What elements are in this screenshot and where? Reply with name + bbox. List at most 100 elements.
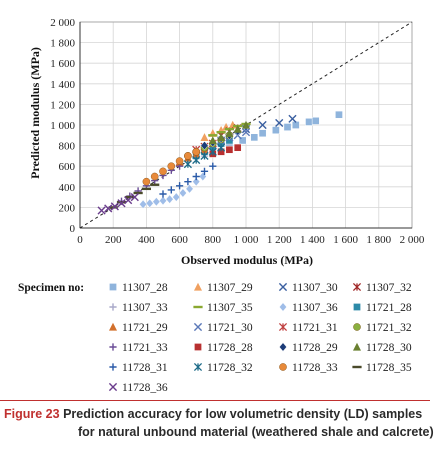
data-point: [200, 151, 209, 160]
data-point: [200, 133, 209, 141]
y-tick-label: 1 000: [50, 120, 75, 132]
data-point: [133, 191, 143, 195]
legend-label: 11721_32: [366, 322, 412, 334]
data-point: [175, 157, 184, 165]
x-tick-label: 0: [77, 234, 83, 246]
legend-label: 11728_36: [122, 382, 168, 394]
data-point: [167, 186, 175, 194]
series-11307_36: [139, 171, 207, 209]
caption-line-2: for natural unbound material (weathered …: [78, 424, 434, 441]
legend-marker: [193, 305, 203, 309]
legend: Specimen no: 11307_28 11307_29 11307_30 113…: [18, 282, 412, 394]
legend-marker: [193, 362, 203, 372]
series-11728_30: [208, 120, 250, 145]
one-to-one-line: [79, 21, 413, 229]
x-tick-label: 200: [105, 234, 122, 246]
legend-title: Specimen no:: [18, 282, 84, 294]
data-point: [192, 147, 200, 156]
data-point: [198, 171, 207, 182]
figure-label: Figure 23: [4, 407, 60, 421]
caption-rule: [0, 400, 430, 401]
data-point: [159, 196, 167, 206]
data-point: [258, 129, 267, 138]
legend-marker: [109, 343, 117, 351]
legend-label: 11307_33: [122, 302, 168, 314]
legend-marker: [353, 303, 361, 311]
data-point: [130, 193, 139, 202]
y-tick-label: 1 800: [50, 38, 75, 50]
x-tick-label: 1 000: [234, 234, 259, 246]
data-point: [139, 199, 147, 209]
data-point: [117, 199, 126, 208]
y-tick-label: 0: [70, 223, 76, 235]
data-point: [142, 177, 151, 186]
grid: [79, 21, 413, 229]
data-point: [288, 114, 297, 123]
data-point: [116, 201, 127, 204]
legend-label: 11307_32: [366, 282, 412, 294]
data-point: [208, 134, 218, 137]
x-axis-title: Observed modulus (MPa): [181, 253, 313, 267]
legend-marker: [279, 302, 287, 312]
x-tick-label: 1 400: [300, 234, 325, 246]
legend-marker: [278, 282, 288, 292]
data-point: [209, 162, 217, 170]
data-point: [311, 117, 320, 125]
legend-marker: [109, 322, 117, 331]
data-point: [165, 194, 174, 204]
y-tick-label: 400: [59, 182, 76, 194]
data-point: [179, 188, 187, 198]
data-point: [125, 195, 135, 199]
legend-marker: [278, 322, 288, 332]
data-point: [275, 118, 284, 128]
caption-text-1: Prediction accuracy for low volumetric d…: [63, 407, 423, 421]
series-11728_31: [159, 162, 217, 198]
y-tick-label: 1 600: [50, 58, 75, 70]
legend-label: 11307_29: [207, 282, 253, 294]
legend-marker: [109, 303, 117, 311]
x-tick-label: 2 000: [400, 234, 425, 246]
y-tick-label: 2 000: [50, 17, 75, 29]
data-point: [159, 190, 167, 198]
data-point: [167, 162, 176, 170]
data-point: [192, 172, 200, 181]
legend-marker: [279, 342, 287, 352]
caption-line-1: Figure 23 Prediction accuracy for low vo…: [4, 406, 422, 423]
y-tick-label: 1 400: [50, 79, 75, 91]
data-point: [104, 204, 113, 213]
legend-label: 11721_31: [292, 322, 338, 334]
data-point: [145, 198, 154, 208]
y-tick-label: 800: [59, 141, 76, 153]
data-point: [159, 167, 167, 176]
data-point: [225, 129, 234, 137]
data-point: [216, 131, 226, 134]
data-points: [97, 110, 343, 215]
data-point: [184, 152, 192, 160]
caption-text-2: for natural unbound material (weathered …: [78, 425, 434, 439]
data-point: [192, 155, 201, 165]
x-tick-label: 400: [138, 234, 155, 246]
legend-label: 11307_35: [207, 302, 253, 314]
legend-label: 11728_30: [366, 342, 412, 354]
data-point: [184, 178, 192, 186]
y-tick-label: 600: [59, 161, 76, 173]
data-point: [110, 202, 119, 211]
legend-label: 11307_30: [292, 282, 338, 294]
series-11728_33: [142, 147, 200, 186]
data-point: [238, 136, 247, 145]
legend-label: 11728_31: [122, 362, 168, 374]
legend-marker: [108, 382, 118, 392]
legend-label: 11307_28: [122, 282, 168, 294]
data-point: [176, 182, 184, 190]
reference-line: [79, 21, 413, 229]
data-point: [225, 145, 234, 154]
x-tick-label: 600: [171, 234, 188, 246]
x-tick-label: 1 800: [366, 234, 391, 246]
data-point: [250, 133, 259, 142]
data-point: [272, 126, 280, 135]
legend-marker: [109, 363, 117, 371]
x-tick-label: 800: [205, 234, 222, 246]
data-point: [192, 177, 201, 187]
data-point: [217, 143, 226, 152]
data-point: [141, 187, 151, 191]
